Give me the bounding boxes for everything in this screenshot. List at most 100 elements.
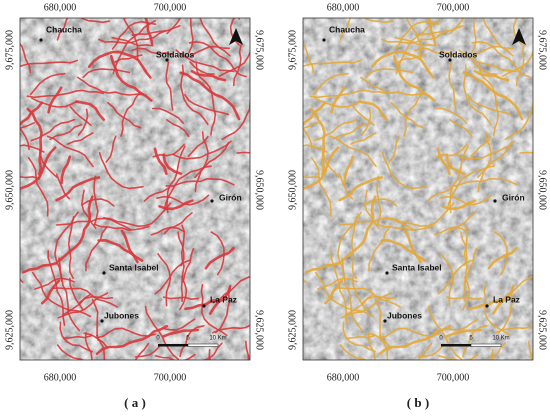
- stream: [446, 212, 476, 235]
- stream: [332, 123, 366, 141]
- stream: [345, 335, 375, 340]
- y-tick-label: 9,675,000: [287, 30, 298, 70]
- stream: [340, 292, 392, 319]
- stream: [179, 325, 205, 358]
- stream: [465, 248, 478, 283]
- stream: [182, 248, 195, 283]
- stream: [210, 231, 225, 276]
- stream: [187, 135, 209, 158]
- stream: [365, 68, 414, 79]
- stream: [339, 344, 368, 360]
- stream: [439, 194, 493, 206]
- stream: [403, 229, 422, 264]
- place-marker: [165, 58, 169, 62]
- y-tick-label: 9,625,000: [287, 310, 298, 350]
- stream: [493, 231, 508, 276]
- stream: [519, 151, 533, 154]
- stream: [350, 215, 358, 279]
- stream: [334, 287, 401, 308]
- stream: [60, 155, 72, 185]
- x-tick-label: 700,000: [154, 372, 187, 383]
- stream: [151, 107, 184, 124]
- stream: [491, 349, 495, 360]
- stream: [20, 144, 45, 153]
- stream: [437, 353, 479, 360]
- stream: [357, 100, 388, 121]
- place-label: Girón: [502, 192, 525, 202]
- stream: [157, 253, 172, 307]
- place-label: Soldados: [439, 49, 478, 59]
- stream: [31, 97, 79, 108]
- stream: [368, 226, 391, 272]
- stream: [218, 50, 250, 77]
- place-label: Girón: [219, 192, 242, 202]
- place-label: Jubones: [104, 310, 139, 320]
- stream: [55, 173, 71, 200]
- stream: [232, 44, 242, 87]
- stream: [238, 18, 241, 20]
- place-marker: [385, 271, 389, 275]
- x-tick-label: 700,000: [437, 372, 470, 383]
- stream: [144, 305, 180, 360]
- stream: [473, 69, 510, 82]
- stream: [208, 349, 212, 360]
- stream: [69, 105, 92, 127]
- stream: [20, 101, 44, 127]
- stream: [434, 107, 467, 124]
- stream: [448, 61, 457, 111]
- stream: [188, 41, 247, 78]
- scale-label: 0: [439, 336, 443, 342]
- stream: [440, 253, 455, 307]
- stream: [179, 71, 241, 121]
- stream: [56, 18, 69, 41]
- y-tick-label: 9,675,000: [537, 30, 548, 70]
- stream: [195, 62, 217, 136]
- stream: [455, 140, 515, 160]
- stream: [379, 334, 389, 360]
- stream: [485, 342, 506, 360]
- stream: [340, 195, 377, 263]
- stream: [460, 231, 468, 267]
- stream: [215, 286, 232, 334]
- stream: [204, 246, 235, 270]
- stream: [303, 144, 328, 153]
- stream: [446, 296, 483, 300]
- stream: [20, 59, 78, 68]
- stream: [463, 64, 492, 126]
- stream: [131, 47, 173, 56]
- x-tick-label: 700,000: [154, 2, 187, 13]
- terrain: [20, 18, 250, 360]
- stream: [376, 175, 382, 226]
- stream: [504, 101, 533, 141]
- stream: [66, 132, 94, 145]
- stream: [189, 45, 231, 58]
- stream: [352, 277, 367, 311]
- stream: [449, 18, 465, 35]
- stream: [322, 147, 341, 178]
- stream: [166, 119, 190, 138]
- stream: [338, 217, 414, 231]
- stream: [381, 29, 450, 44]
- stream: [221, 101, 250, 141]
- stream: [471, 18, 477, 54]
- stream: [144, 18, 154, 46]
- stream: [437, 259, 474, 295]
- stream: [427, 18, 437, 46]
- stream: [57, 292, 109, 319]
- stream: [57, 195, 94, 263]
- stream: [20, 175, 41, 180]
- y-tick-label: 9,675,000: [254, 30, 265, 70]
- stream: [134, 342, 150, 360]
- place-marker: [210, 199, 214, 203]
- stream: [303, 146, 340, 190]
- stream: [105, 135, 117, 163]
- stream: [152, 143, 185, 158]
- stream: [93, 175, 99, 226]
- place-marker: [448, 58, 452, 62]
- stream: [93, 223, 150, 231]
- stream: [165, 178, 235, 187]
- stream: [303, 42, 315, 74]
- stream: [236, 151, 250, 154]
- stream: [360, 108, 372, 136]
- map-frame: [19, 17, 251, 361]
